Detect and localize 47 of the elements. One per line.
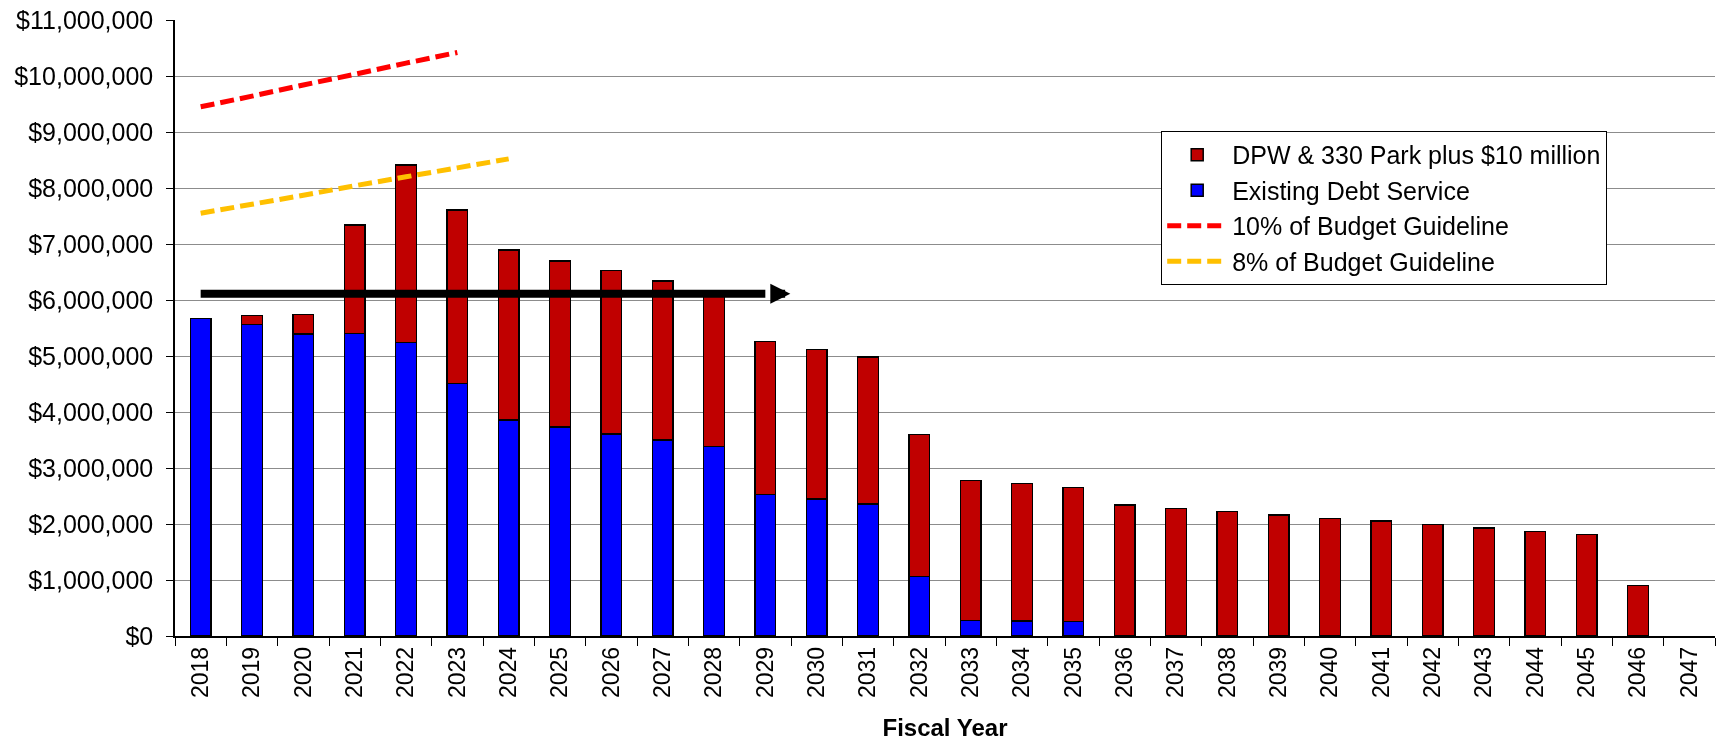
x-tick-label: 2047	[1675, 646, 1702, 699]
y-tick-label: $1,000,000	[28, 565, 154, 594]
x-tick-label: 2020	[289, 646, 316, 699]
legend-label: 8% of Budget Guideline	[1232, 247, 1495, 276]
x-tick-label: 2018	[187, 646, 214, 699]
y-tick-label: $9,000,000	[28, 117, 154, 146]
x-tick-label: 2026	[597, 646, 624, 699]
x-tick-label: 2030	[803, 646, 830, 699]
y-tick-label: $6,000,000	[28, 285, 154, 314]
y-tick-label: $8,000,000	[28, 173, 154, 202]
x-tick-label: 2025	[546, 646, 573, 699]
y-tick-label: $4,000,000	[28, 397, 154, 426]
y-tick-label: $7,000,000	[28, 229, 154, 258]
x-tick-label: 2019	[238, 646, 265, 699]
x-tick-label: 2046	[1624, 646, 1651, 699]
x-tick-label: 2038	[1213, 646, 1240, 699]
legend-label: 10% of Budget Guideline	[1232, 212, 1509, 241]
x-tick-label: 2022	[392, 646, 419, 699]
x-tick-label: 2039	[1265, 646, 1292, 699]
x-tick-label: 2036	[1111, 646, 1138, 699]
x-tick-label: 2044	[1521, 646, 1548, 699]
y-tick-label: $11,000,000	[16, 5, 154, 34]
x-tick-label: 2021	[341, 646, 368, 699]
x-tick-label: 2043	[1470, 646, 1497, 699]
x-tick-label: 2033	[957, 646, 984, 699]
x-tick-label: 2029	[751, 646, 778, 699]
y-tick-label: $5,000,000	[28, 341, 154, 370]
x-tick-label: 2042	[1419, 646, 1446, 699]
y-tick-label: $10,000,000	[14, 61, 154, 90]
x-tick-label: 2040	[1316, 646, 1343, 699]
x-tick-label: 2023	[443, 646, 470, 699]
x-tick-label: 2041	[1367, 646, 1394, 699]
x-tick-label: 2034	[1008, 646, 1035, 699]
x-tick-label: 2027	[649, 646, 676, 699]
y-tick-label: $2,000,000	[28, 509, 154, 538]
y-tick-label: $0	[125, 621, 154, 650]
legend-label: DPW & 330 Park plus $10 million	[1232, 141, 1601, 170]
x-tick-label: 2028	[700, 646, 727, 699]
x-tick-label: 2045	[1573, 646, 1600, 699]
x-tick-label: 2035	[1059, 646, 1086, 699]
legend-label: Existing Debt Service	[1232, 176, 1470, 205]
x-tick-label: 2024	[495, 646, 522, 699]
x-tick-label: 2031	[854, 646, 881, 699]
x-tick-label: 2032	[905, 646, 932, 699]
x-tick-label: 2037	[1162, 646, 1189, 699]
x-axis-title: Fiscal Year	[882, 713, 1008, 741]
y-tick-label: $3,000,000	[28, 453, 154, 482]
